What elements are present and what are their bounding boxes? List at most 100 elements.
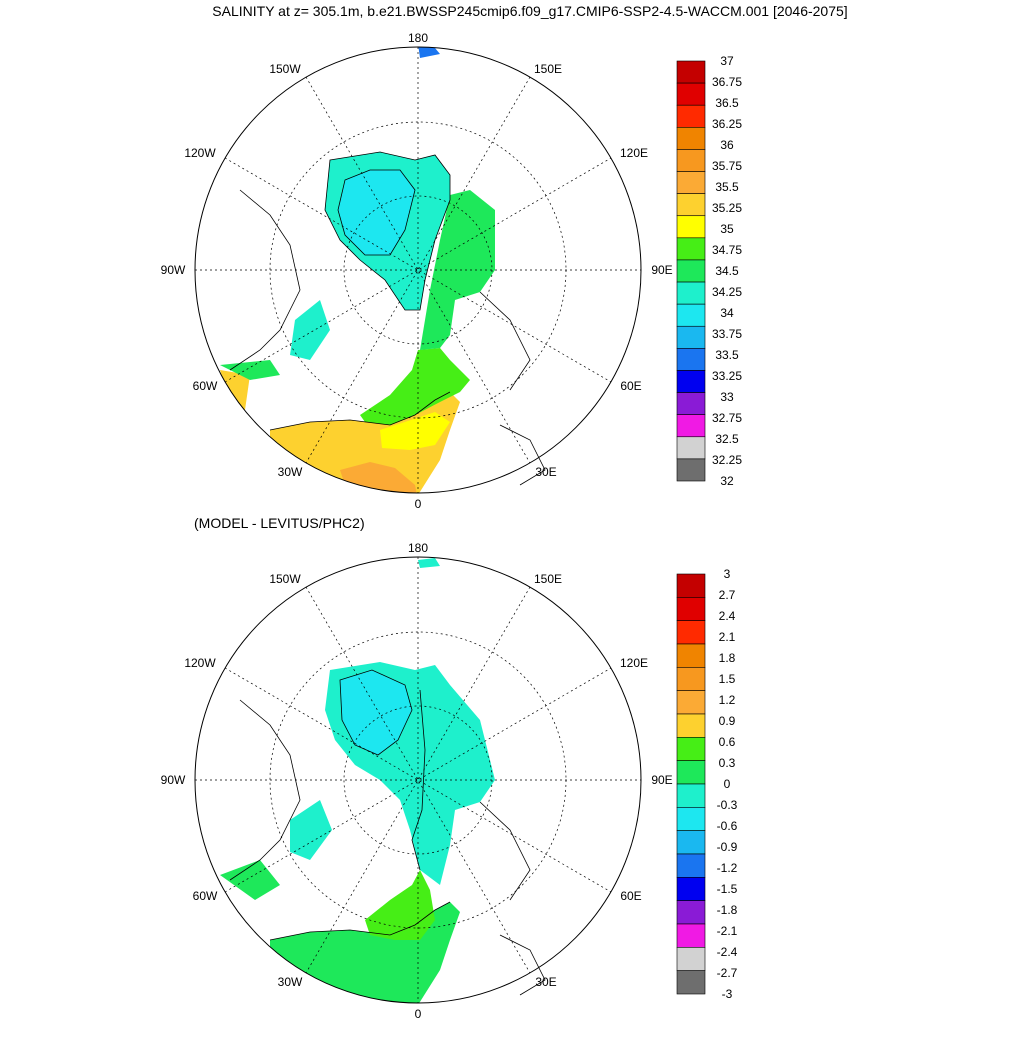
lon-label-0: 0 [415, 1007, 422, 1021]
colorbar-swatch [676, 325, 706, 349]
figure-title: SALINITY at z= 305.1m, b.e21.BWSSP245cmi… [212, 3, 848, 19]
colorbar-tick-label: 0.3 [719, 756, 736, 770]
coastline [229, 669, 546, 996]
colorbar-tick-label: 32.25 [712, 453, 742, 467]
colorbar-tick-label: -0.6 [717, 819, 738, 833]
colorbar-swatch [676, 877, 706, 901]
colorbar-swatch [676, 171, 706, 194]
colorbar-swatch [676, 436, 706, 460]
colorbar-swatch [676, 853, 706, 878]
colorbar-swatch [676, 193, 706, 217]
graticule [195, 47, 641, 493]
colorbar-tick-label: -0.3 [717, 798, 738, 812]
colorbar-swatch [676, 573, 706, 598]
colorbar-tick-label: 0.6 [719, 735, 736, 749]
colorbar-tick-label: 2.1 [719, 630, 736, 644]
map-border [194, 46, 642, 494]
colorbar-tick-label: -1.2 [717, 861, 738, 875]
colorbar-tick-label: 2.7 [719, 588, 736, 602]
coastline [229, 151, 546, 486]
colorbar-swatch [676, 237, 706, 261]
colorbar-swatch [676, 348, 706, 371]
colorbar-swatch [676, 392, 706, 415]
lon-label-60w: 60W [193, 379, 218, 393]
colorbar-tick-label: 37 [720, 55, 734, 68]
colorbar-swatch [676, 60, 706, 84]
lon-label-30w: 30W [278, 975, 303, 989]
lon-label-60e: 60E [620, 379, 641, 393]
difference-title: (MODEL - LEVITUS/PHC2) [194, 515, 365, 531]
lon-label-60w: 60W [193, 889, 218, 903]
colorbar-tick-label: 32.5 [715, 432, 739, 446]
colorbar-tick-label: -2.4 [717, 945, 738, 959]
colorbar-swatch [676, 713, 706, 738]
colorbar-swatch [676, 620, 706, 645]
lon-label-90e: 90E [651, 773, 672, 787]
colorbar-tick-label: 32 [720, 474, 734, 488]
colorbar-swatch [676, 923, 706, 948]
colorbar-tick-label: 36.25 [712, 117, 742, 131]
colorbar-swatch [676, 127, 706, 150]
colorbar-swatch [676, 643, 706, 668]
colorbar-tick-label: 34.25 [712, 285, 742, 299]
colorbar-tick-label: 35.5 [715, 180, 739, 194]
difference-colorbar: 3 2.7 2.4 2.1 1.8 1.5 1.2 0.9 0.6 0.3 0 -0.3 -0.6 -0.… [660, 568, 780, 1008]
colorbar-tick-label: 33 [720, 390, 734, 404]
lon-label-150e: 150E [534, 572, 562, 586]
lon-label-180: 180 [408, 31, 428, 45]
colorbar-tick-label: 35.25 [712, 201, 742, 215]
colorbar-tick-label: -0.9 [717, 840, 738, 854]
colorbar-swatch [676, 82, 706, 106]
colorbar-tick-label: 1.2 [719, 693, 736, 707]
lon-label-90e: 90E [651, 263, 672, 277]
colorbar-tick-label: 35.75 [712, 159, 742, 173]
colorbar-swatch [676, 970, 706, 995]
colorbar-tick-label: -1.8 [717, 903, 738, 917]
colorbar-tick-label: 3 [724, 568, 731, 581]
colorbar-tick-label: 36.75 [712, 75, 742, 89]
colorbar-tick-label: -3 [722, 987, 733, 1001]
colorbar-swatch [676, 667, 706, 691]
colorbar-tick-label: 33.75 [712, 327, 742, 341]
colorbar-swatch [676, 690, 706, 715]
colorbar-swatch [676, 947, 706, 971]
lon-label-150w: 150W [269, 572, 301, 586]
salinity-map: 180 150W 150E 120W 120E 90W 90E 60W 60E … [150, 30, 690, 530]
map-border [194, 556, 642, 1004]
colorbar-tick-label: 33.25 [712, 369, 742, 383]
colorbar-tick-label: 36.5 [715, 96, 739, 110]
colorbar-swatch [676, 760, 706, 785]
colorbar-tick-label: 34 [720, 306, 734, 320]
colorbar-tick-label: 33.5 [715, 348, 739, 362]
colorbar-swatch [676, 830, 706, 855]
colorbar-swatch [676, 370, 706, 393]
colorbar-swatch [676, 783, 706, 808]
lon-label-30e: 30E [535, 975, 556, 989]
colorbar-tick-label: -2.1 [717, 924, 738, 938]
colorbar-swatch [676, 414, 706, 438]
colorbar-tick-label: -1.5 [717, 882, 738, 896]
colorbar-swatch [676, 807, 706, 831]
lon-label-180: 180 [408, 541, 428, 555]
colorbar-tick-label: 36 [720, 138, 734, 152]
lon-label-30e: 30E [535, 465, 556, 479]
difference-map: 180 150W 150E 120W 120E 90W 90E 60W 60E … [150, 540, 690, 1040]
colorbar-tick-label: -2.7 [717, 966, 738, 980]
colorbar-swatch [676, 303, 706, 327]
colorbar-swatch [676, 215, 706, 239]
colorbar-tick-label: 2.4 [719, 609, 736, 623]
salinity-colorbar: 37 36.75 36.5 36.25 36 35.75 35.5 35.25 35 34.75 3… [660, 55, 780, 495]
lon-label-90w: 90W [161, 263, 186, 277]
colorbar-swatch [676, 104, 706, 128]
colorbar-swatch [676, 281, 706, 305]
lon-label-150w: 150W [269, 62, 301, 76]
colorbar-tick-label: 0 [724, 777, 731, 791]
colorbar-tick-label: 35 [720, 222, 734, 236]
colorbar-swatch [676, 597, 706, 621]
colorbar-swatch [676, 458, 706, 482]
lon-label-120w: 120W [184, 656, 216, 670]
lon-label-30w: 30W [278, 465, 303, 479]
colorbar-swatch [676, 900, 706, 925]
colorbar-swatch [676, 149, 706, 172]
colorbar-swatch [676, 737, 706, 761]
